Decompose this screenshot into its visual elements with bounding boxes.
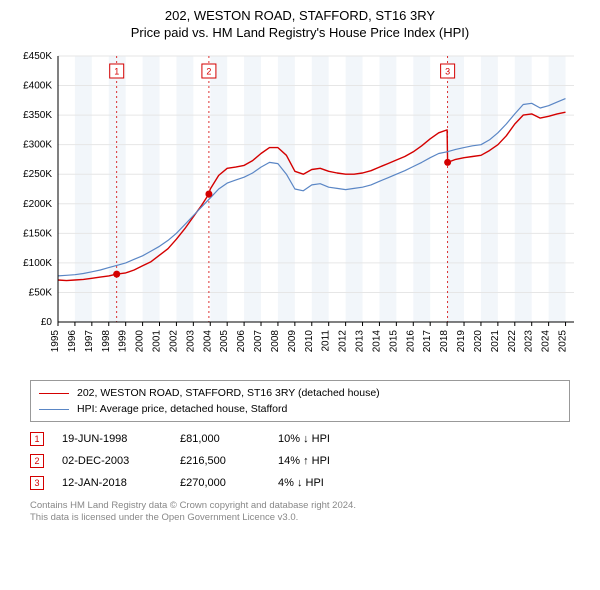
event-price-1: £81,000 bbox=[180, 433, 260, 445]
svg-text:£400K: £400K bbox=[23, 81, 52, 92]
svg-text:2012: 2012 bbox=[338, 330, 349, 353]
svg-text:1998: 1998 bbox=[101, 330, 112, 353]
event-date-2: 02-DEC-2003 bbox=[62, 455, 162, 467]
svg-text:2006: 2006 bbox=[236, 330, 247, 353]
svg-text:2: 2 bbox=[206, 67, 211, 77]
svg-text:1999: 1999 bbox=[118, 330, 129, 353]
chart-area: £0 £50K £100K £150K £200K £250K £300K £350K £400… bbox=[10, 46, 590, 376]
event-marker-2: 2 bbox=[30, 454, 44, 468]
title-sub: Price paid vs. HM Land Registry's House … bbox=[10, 25, 590, 40]
svg-text:2011: 2011 bbox=[321, 330, 332, 352]
svg-text:2023: 2023 bbox=[524, 330, 535, 353]
svg-text:3: 3 bbox=[445, 67, 450, 77]
svg-text:2025: 2025 bbox=[558, 330, 569, 353]
svg-text:£100K: £100K bbox=[23, 258, 52, 269]
svg-text:£250K: £250K bbox=[23, 169, 52, 180]
legend-label-hpi: HPI: Average price, detached house, Staf… bbox=[77, 403, 287, 415]
event-date-3: 12-JAN-2018 bbox=[62, 477, 162, 489]
svg-text:2022: 2022 bbox=[507, 330, 518, 353]
event-price-2: £216,500 bbox=[180, 455, 260, 467]
svg-text:2013: 2013 bbox=[355, 330, 366, 353]
svg-text:£300K: £300K bbox=[23, 140, 52, 151]
event-date-1: 19-JUN-1998 bbox=[62, 433, 162, 445]
svg-text:2009: 2009 bbox=[287, 330, 298, 353]
svg-text:£200K: £200K bbox=[23, 199, 52, 210]
svg-text:£0: £0 bbox=[41, 317, 53, 328]
event-diff-1: 10% ↓ HPI bbox=[278, 433, 368, 445]
legend-row-hpi: HPI: Average price, detached house, Staf… bbox=[39, 401, 561, 417]
svg-text:1: 1 bbox=[114, 67, 119, 77]
svg-text:2021: 2021 bbox=[490, 330, 501, 353]
event-price-3: £270,000 bbox=[180, 477, 260, 489]
title-block: 202, WESTON ROAD, STAFFORD, ST16 3RY Pri… bbox=[10, 8, 590, 40]
svg-text:2020: 2020 bbox=[473, 330, 484, 353]
footer-note: Contains HM Land Registry data © Crown c… bbox=[30, 500, 570, 525]
legend: 202, WESTON ROAD, STAFFORD, ST16 3RY (de… bbox=[30, 380, 570, 422]
svg-text:1996: 1996 bbox=[67, 330, 78, 353]
svg-text:£350K: £350K bbox=[23, 110, 52, 121]
svg-text:2004: 2004 bbox=[202, 330, 213, 353]
svg-text:2024: 2024 bbox=[541, 330, 552, 353]
svg-text:2016: 2016 bbox=[405, 330, 416, 353]
svg-text:2003: 2003 bbox=[185, 330, 196, 353]
svg-text:2008: 2008 bbox=[270, 330, 281, 353]
svg-text:£50K: £50K bbox=[29, 287, 53, 298]
svg-text:2002: 2002 bbox=[168, 330, 179, 353]
event-row-1: 1 19-JUN-1998 £81,000 10% ↓ HPI bbox=[30, 428, 570, 450]
legend-swatch-hpi bbox=[39, 409, 69, 410]
svg-text:£150K: £150K bbox=[23, 228, 52, 239]
svg-text:£450K: £450K bbox=[23, 51, 52, 62]
svg-text:2010: 2010 bbox=[304, 330, 315, 353]
legend-swatch-property bbox=[39, 393, 69, 394]
svg-text:2000: 2000 bbox=[135, 330, 146, 353]
chart-container: 202, WESTON ROAD, STAFFORD, ST16 3RY Pri… bbox=[0, 0, 600, 531]
svg-text:2018: 2018 bbox=[439, 330, 450, 353]
legend-label-property: 202, WESTON ROAD, STAFFORD, ST16 3RY (de… bbox=[77, 387, 380, 399]
svg-text:2017: 2017 bbox=[422, 330, 433, 353]
event-marker-3: 3 bbox=[30, 476, 44, 490]
title-main: 202, WESTON ROAD, STAFFORD, ST16 3RY bbox=[10, 8, 590, 23]
line-chart: £0 £50K £100K £150K £200K £250K £300K £350K £400… bbox=[10, 46, 590, 376]
event-marker-1: 1 bbox=[30, 432, 44, 446]
svg-text:1995: 1995 bbox=[50, 330, 61, 353]
svg-text:2014: 2014 bbox=[371, 330, 382, 353]
svg-text:2015: 2015 bbox=[388, 330, 399, 353]
svg-text:2001: 2001 bbox=[152, 330, 163, 353]
svg-text:2019: 2019 bbox=[456, 330, 467, 353]
event-diff-3: 4% ↓ HPI bbox=[278, 477, 368, 489]
events-table: 1 19-JUN-1998 £81,000 10% ↓ HPI 2 02-DEC… bbox=[30, 428, 570, 494]
footer-line-2: This data is licensed under the Open Gov… bbox=[30, 512, 570, 524]
svg-text:2005: 2005 bbox=[219, 330, 230, 353]
legend-row-property: 202, WESTON ROAD, STAFFORD, ST16 3RY (de… bbox=[39, 385, 561, 401]
event-row-2: 2 02-DEC-2003 £216,500 14% ↑ HPI bbox=[30, 450, 570, 472]
event-diff-2: 14% ↑ HPI bbox=[278, 455, 368, 467]
svg-text:1997: 1997 bbox=[84, 330, 95, 353]
svg-text:2007: 2007 bbox=[253, 330, 264, 353]
footer-line-1: Contains HM Land Registry data © Crown c… bbox=[30, 500, 570, 512]
event-row-3: 3 12-JAN-2018 £270,000 4% ↓ HPI bbox=[30, 472, 570, 494]
